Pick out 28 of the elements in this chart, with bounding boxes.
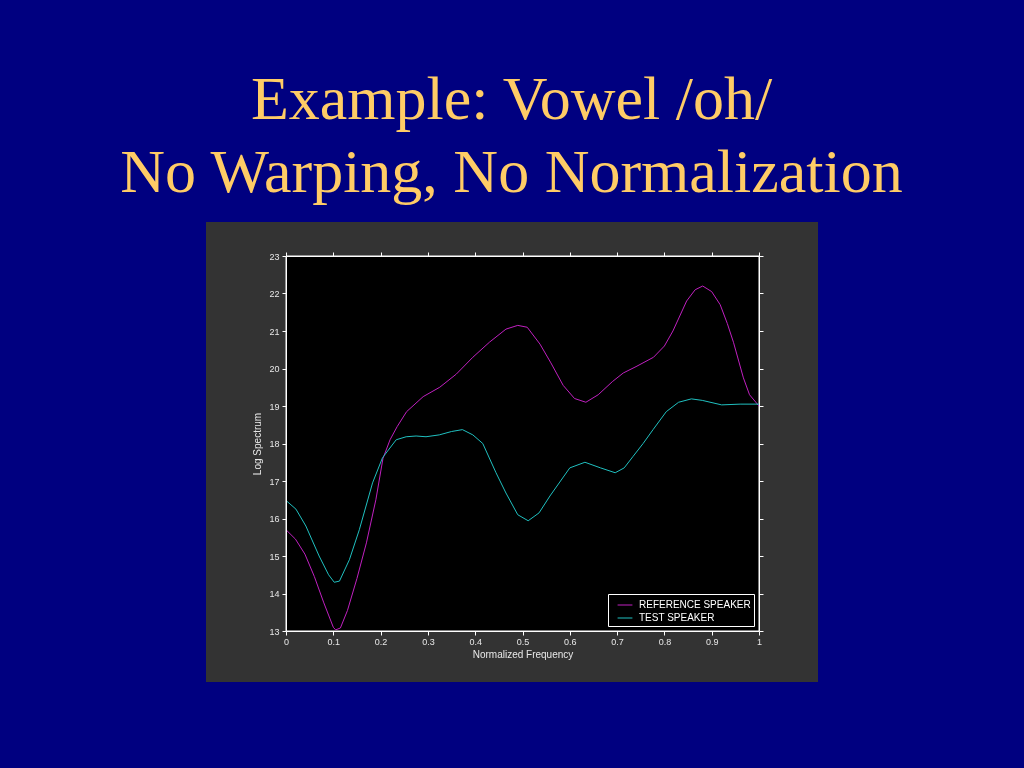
y-tick-label: 20 — [269, 364, 280, 374]
x-tick-label: 0 — [283, 636, 290, 647]
x-tick-label: 0.9 — [705, 636, 719, 647]
y-axis-title: Log Spectrum — [252, 412, 264, 476]
y-tick-label: 21 — [269, 326, 280, 337]
x-tick-label: 1 — [756, 636, 763, 647]
line-series — [286, 398, 759, 583]
x-tick-label: 0.1 — [327, 636, 341, 647]
y-tick-label: 23 — [269, 251, 280, 262]
x-tick-label: 0.3 — [422, 636, 435, 647]
y-tick-label: 14 — [269, 589, 280, 599]
x-tick-label: 0.4 — [469, 636, 482, 647]
legend-label: TEST SPEAKER — [639, 612, 715, 623]
x-tick-label: 0.6 — [564, 636, 577, 647]
x-axis-title: Normalized Frequency — [472, 648, 574, 660]
y-tick-label: 18 — [269, 439, 280, 449]
y-tick-label: 22 — [269, 289, 280, 299]
x-tick-label: 0.8 — [658, 636, 672, 647]
x-tick-label: 0.5 — [516, 636, 530, 647]
x-tick-label: 0.7 — [611, 636, 624, 647]
y-tick-label: 19 — [269, 401, 280, 412]
y-tick-label: 13 — [269, 626, 280, 637]
x-tick-label: 0.2 — [374, 636, 388, 647]
legend-label: REFERENCE SPEAKER — [639, 599, 751, 610]
chart-title: Example: Vowel /oh/ No Warping, No Normalization — [120, 64, 903, 205]
y-tick-label: 17 — [269, 476, 280, 487]
y-tick-label: 16 — [269, 514, 280, 524]
y-tick-label: 15 — [269, 551, 280, 562]
